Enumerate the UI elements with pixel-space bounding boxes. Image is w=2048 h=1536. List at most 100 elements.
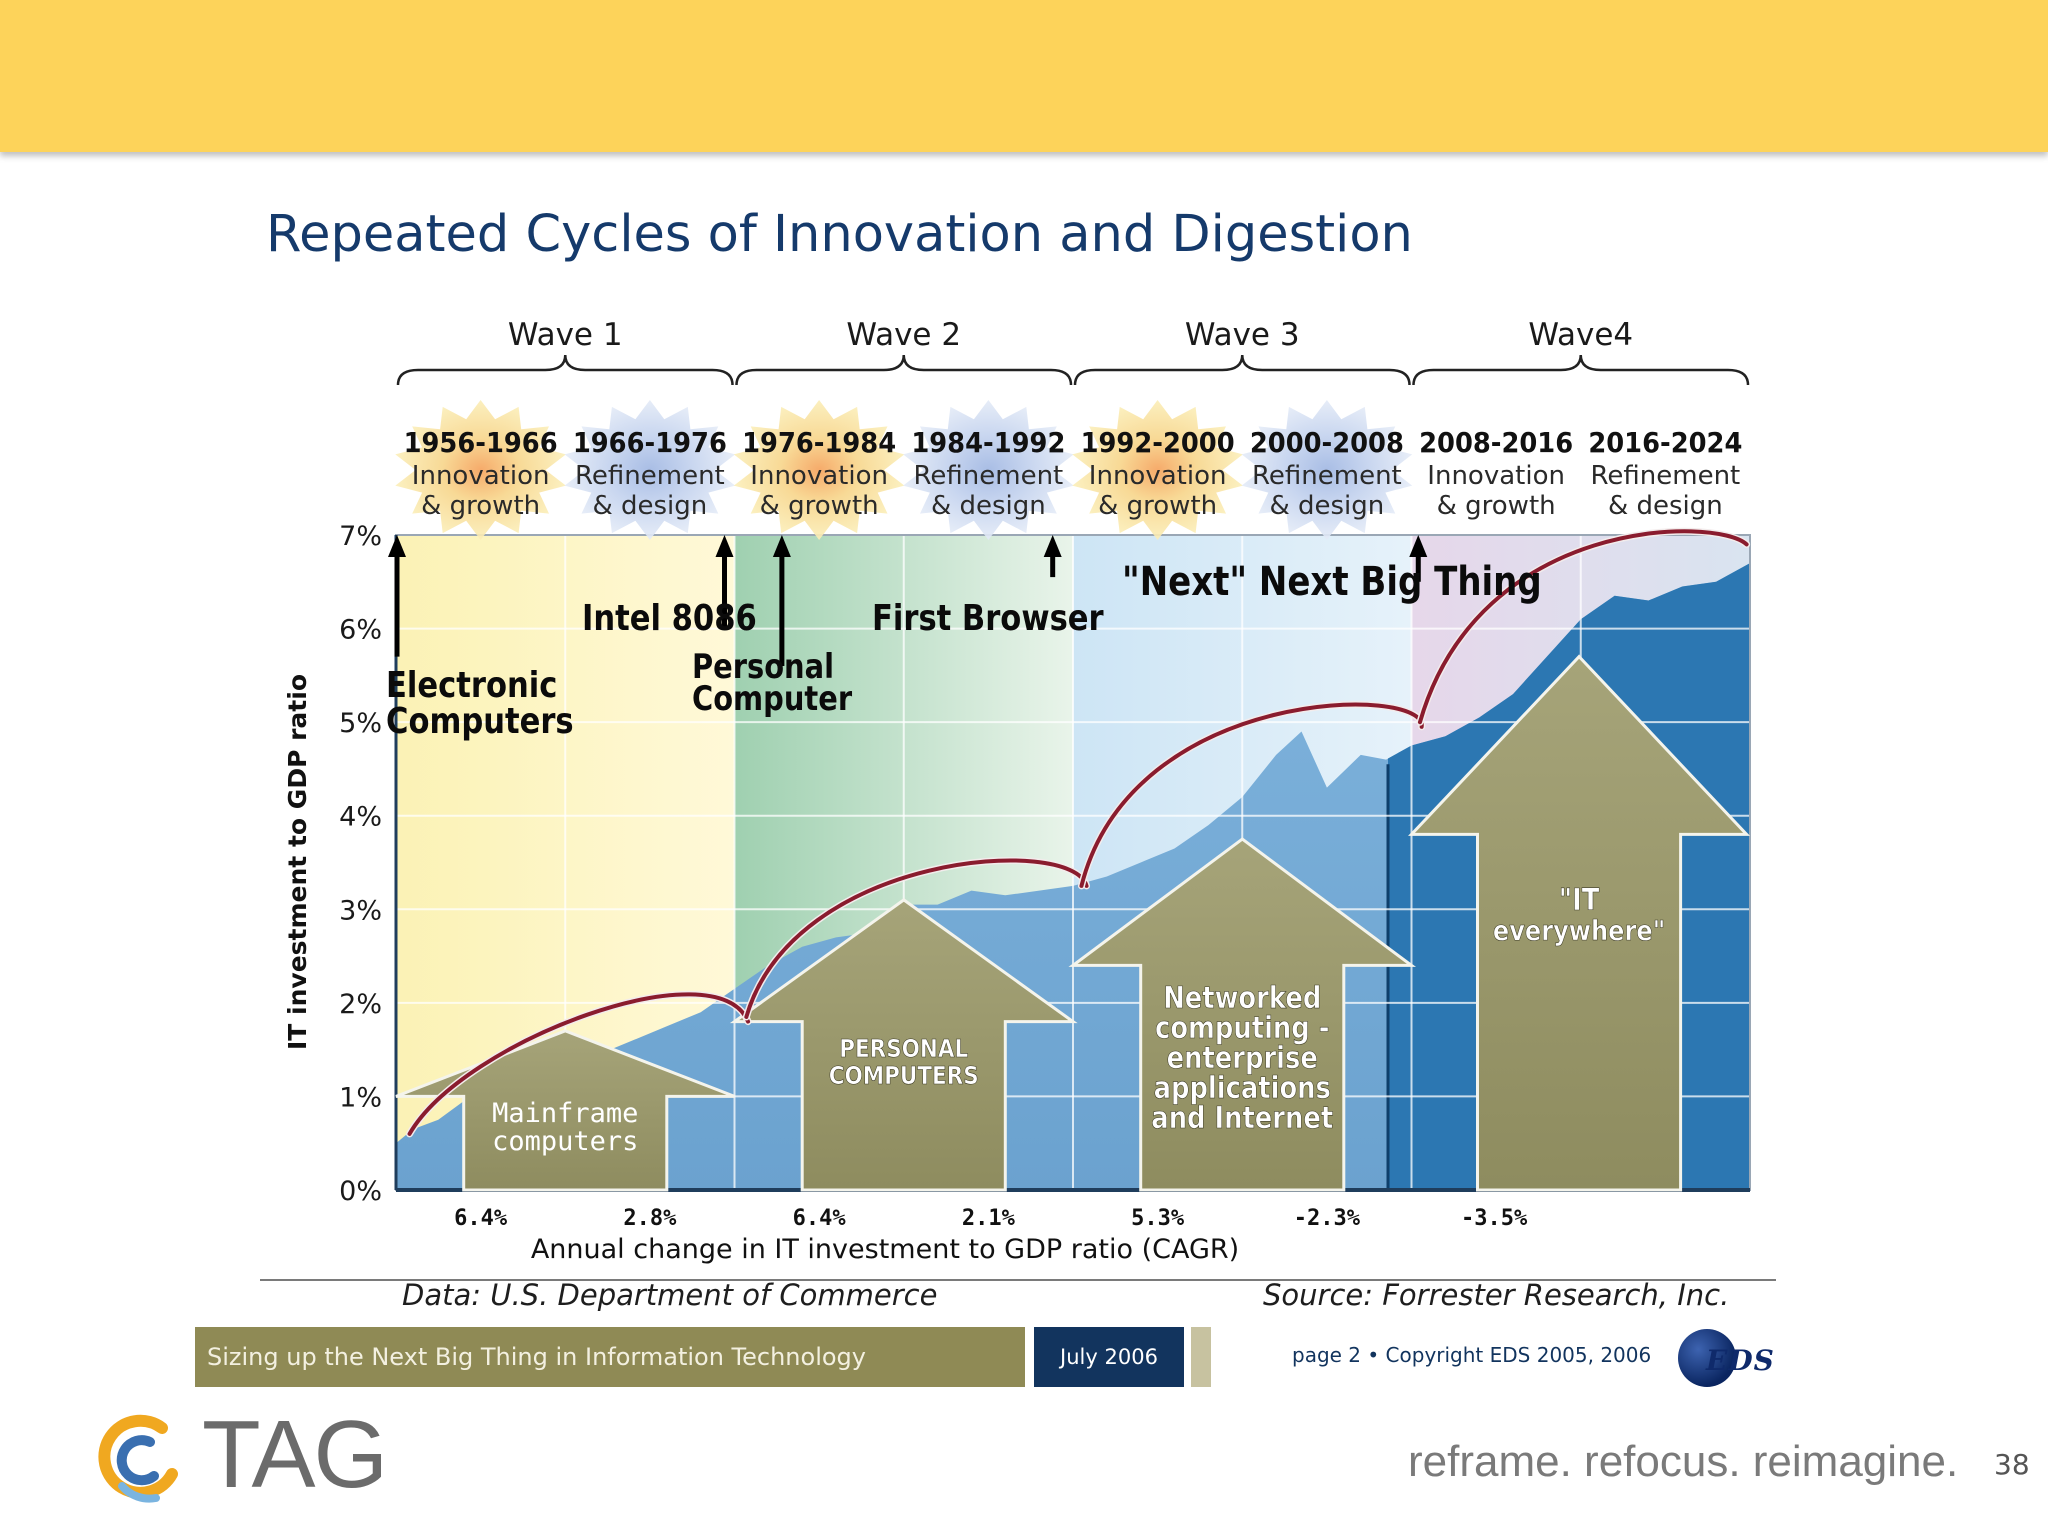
event-arrow-first-browser-head [1043,535,1062,557]
period-phase-line2: & growth [421,491,540,521]
period-years: 1966-1976 [573,427,727,459]
y-tick-label: 5% [339,708,382,739]
arrow-label-networked-line1: Networked [1163,980,1321,1015]
wave-label-1: Wave 1 [508,317,623,353]
y-tick-label: 2% [339,989,382,1020]
eds-globe-icon [1678,1329,1736,1387]
footer-divider [1191,1327,1211,1387]
period-years: 1956-1966 [404,427,558,459]
transition-curve-1 [407,992,751,1136]
footer-subject: Sizing up the Next Big Thing in Informat… [195,1327,1025,1387]
y-axis-title: IT investment to GDP ratio [283,674,312,1050]
cagr-label: 6.4% [793,1206,847,1231]
eds-logo-text: EDS [1706,1344,1775,1377]
eds-logo: EDS [1676,1326,1786,1390]
arrow-label-pc-line1: PERSONAL [839,1034,968,1063]
arrow-label-it-everywhere-line2: everywhere" [1493,915,1665,947]
arrow-label-networked-line5: and Internet [1151,1100,1333,1135]
period-phase-line2: & growth [1098,491,1217,521]
period-phase-line1: Innovation [1427,461,1565,491]
cagr-label: 2.1% [962,1206,1016,1231]
event-arrow-next-big-thing-head [1409,535,1428,557]
wave-label-2: Wave 2 [846,317,961,353]
wave-brace-3 [1073,354,1411,386]
annotation-electronic-computers-line1: Electronic [386,664,557,706]
innovation-arrow-4 [1408,654,1751,1192]
period-years: 2000-2008 [1250,427,1404,459]
period-phase-line1: Refinement [1252,461,1402,491]
period-starburst-5 [1072,400,1243,540]
period-starburst-1 [395,400,566,540]
period-starburst-3 [733,400,905,540]
period-phase-line1: Innovation [1089,461,1227,491]
period-phase-line1: Innovation [750,461,888,491]
arrow-label-it-everywhere-line1: "IT [1559,882,1600,917]
wave-brace-4 [1412,354,1750,386]
transition-curve-4 [1417,529,1749,725]
slide-title: Repeated Cycles of Innovation and Digest… [266,205,1413,264]
period-starburst-2 [564,400,736,540]
annotation-first-browser: First Browser [872,597,1104,639]
event-arrow-intel-8086-head [715,535,734,557]
event-arrow-electronic-computers-head [388,535,406,557]
cagr-label: -3.5% [1461,1206,1528,1231]
page-number: 38 [1994,1448,2030,1481]
period-phase-line2: & growth [760,491,879,521]
period-phase-line1: Refinement [575,461,725,491]
period-phase-line1: Innovation [412,461,550,491]
source-divider [260,1279,1776,1281]
arrow-label-mainframe-line1: Mainframe [492,1098,638,1129]
period-starburst-4 [903,400,1074,540]
arrow-label-networked-line4: applications [1154,1070,1331,1105]
annotation-personal-computer-line2: Computer [692,680,852,719]
x-axis-title: Annual change in IT investment to GDP ra… [531,1234,1239,1265]
annotation-electronic-computers-line2: Computers [386,700,574,742]
period-years: 2016-2024 [1588,427,1742,459]
annotation-next-big-thing: "Next" Next Big Thing [1122,558,1542,604]
period-phase-line2: & growth [1437,491,1556,521]
period-phase-line2: & design [1608,491,1723,521]
period-phase-line2: & design [592,491,707,521]
period-phase-line1: Refinement [914,461,1064,491]
arrow-label-mainframe-line2: computers [492,1126,638,1157]
innovation-arrow-3 [1068,837,1417,1192]
period-starburst-6 [1241,400,1413,540]
tag-logo-icon [98,1414,178,1503]
period-phase-line2: & design [931,491,1046,521]
period-years: 1992-2000 [1081,427,1235,459]
wave-brace-2 [735,354,1073,386]
wave-brace-1 [396,354,734,386]
y-tick-label: 4% [339,802,382,833]
y-tick-label: 6% [339,615,382,646]
period-phase-line2: & design [1269,491,1384,521]
y-tick-label: 7% [339,521,382,552]
period-years: 2008-2016 [1419,427,1573,459]
data-source: Data: U.S. Department of Commerce [402,1278,938,1312]
period-years: 1976-1984 [742,427,896,459]
cagr-label: -2.3% [1294,1206,1361,1231]
annotation-personal-computer-line1: Personal [692,648,834,687]
footer-date: July 2006 [1034,1327,1184,1387]
footer-copyright: page 2 • Copyright EDS 2005, 2006 [1292,1343,1652,1367]
y-tick-label: 3% [339,895,382,926]
transition-curve-3 [1079,702,1424,888]
header-bar [0,0,2048,152]
research-source: Source: Forrester Research, Inc. [1263,1278,1730,1312]
arrow-label-networked-line3: enterprise [1167,1040,1318,1075]
tagline: reframe. refocus. reimagine. [1408,1437,1959,1486]
period-phase-line1: Refinement [1591,461,1741,491]
arrow-label-pc-line2: COMPUTERS [829,1061,979,1090]
wave-label-4: Wave4 [1528,317,1633,353]
annotation-intel-8086: Intel 8086 [582,597,757,639]
cagr-label: 6.4% [454,1206,508,1231]
cagr-label: 5.3% [1131,1206,1185,1231]
wave-label-3: Wave 3 [1185,317,1300,353]
transition-curve-2 [744,858,1089,1019]
arrow-label-networked-line2: computing - [1155,1010,1329,1045]
cagr-label: 2.8% [623,1206,677,1231]
period-years: 1984-1992 [911,427,1065,459]
tag-wordmark: TAG [202,1401,388,1508]
y-tick-label: 1% [339,1082,382,1113]
y-tick-label: 0% [339,1176,382,1207]
